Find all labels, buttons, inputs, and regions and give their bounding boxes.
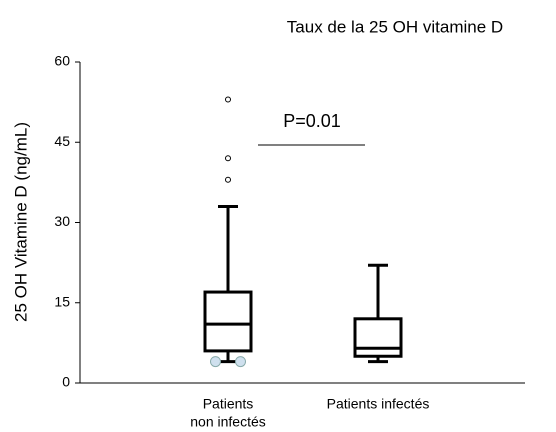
outlier — [225, 155, 231, 162]
outlier — [225, 176, 231, 183]
box — [203, 290, 253, 353]
y-tick-label: 45 — [54, 133, 70, 149]
outlier — [235, 356, 246, 368]
y-tick-label: 0 — [62, 374, 70, 390]
annotation: P=0.01 — [283, 111, 341, 131]
chart-title: Taux de la 25 OH vitamine D — [287, 17, 503, 36]
outlier — [225, 96, 231, 103]
x-tick-label: Patients infectés — [327, 396, 430, 412]
box — [353, 317, 403, 358]
x-tick-label: Patients — [203, 396, 254, 412]
y-tick-label: 30 — [54, 213, 70, 229]
outlier — [210, 356, 221, 368]
x-tick-label: non infectés — [190, 414, 266, 430]
y-tick-label: 15 — [54, 293, 70, 309]
y-tick-label: 60 — [54, 53, 70, 69]
y-axis-label: 25 OH Vitamine D (ng/mL) — [11, 122, 30, 322]
